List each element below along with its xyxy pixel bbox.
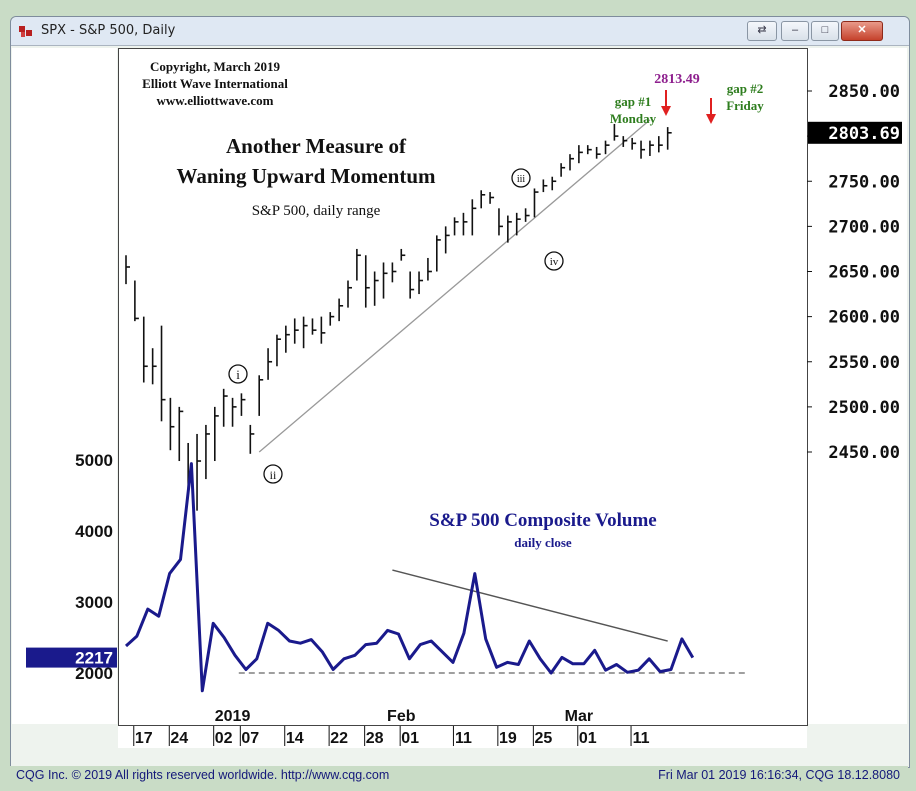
last-volume-box	[26, 647, 117, 668]
date-tick-label: 25	[534, 730, 552, 747]
price-tick-label: 2600.00	[828, 308, 900, 328]
gap1-arrow-icon	[661, 90, 671, 116]
period-label: 2019	[215, 708, 251, 725]
date-axis	[118, 725, 807, 748]
chart-subtitle: S&P 500, daily range	[252, 203, 381, 219]
svg-text:iv: iv	[550, 256, 559, 268]
wave-label-i: i	[228, 364, 248, 384]
date-tick-label: 01	[579, 730, 597, 747]
price-bars	[125, 119, 672, 511]
price-trendline	[258, 119, 651, 453]
date-tick-label: 07	[241, 730, 259, 747]
svg-text:i: i	[236, 367, 240, 382]
price-tick-label: 2550.00	[828, 353, 900, 373]
wave-label-iv: iv	[544, 251, 564, 271]
maximize-button[interactable]: □	[811, 21, 839, 41]
volume-trendline	[392, 569, 668, 642]
volume-tick-label: 5000	[75, 451, 113, 470]
close-button[interactable]: ✕	[841, 21, 883, 41]
price-axis	[807, 48, 907, 724]
headline-line-2: Waning Upward Momentum	[176, 164, 436, 188]
wave-label-iii: iii	[511, 168, 531, 188]
date-tick-label: 01	[401, 730, 419, 747]
price-tick-label: 2750.00	[828, 172, 900, 192]
last-price-box	[808, 121, 902, 144]
volume-tick-label: 2000	[75, 664, 113, 683]
volume-title: S&P 500 Composite Volume	[429, 510, 657, 531]
date-tick-label: 19	[499, 730, 517, 747]
price-tick-label: 2700.00	[828, 217, 900, 237]
volume-tick-label: 4000	[75, 522, 113, 541]
copyright-line-2: Elliott Wave International	[142, 76, 288, 91]
date-tick-label: 11	[633, 730, 650, 747]
date-tick-label: 24	[170, 730, 188, 747]
status-copyright: CQG Inc. © 2019 All rights reserved worl…	[16, 768, 390, 782]
gap1-label-line-1: gap #1	[615, 94, 651, 109]
wave-label-ii: ii	[263, 464, 283, 484]
last-volume-label: 2217	[75, 649, 113, 668]
price-tick-label: 2850.00	[828, 82, 900, 102]
period-label: Feb	[387, 708, 416, 725]
price-tick-label: 2500.00	[828, 398, 900, 418]
status-bar: CQG Inc. © 2019 All rights reserved worl…	[10, 766, 908, 786]
link-button[interactable]: ⇄	[747, 21, 777, 41]
date-tick-label: 14	[286, 730, 304, 747]
gap2-arrow-icon	[706, 98, 716, 124]
price-tick-label: 2450.00	[828, 443, 900, 463]
date-tick-label: 28	[366, 730, 384, 747]
copyright-line-3: www.elliottwave.com	[157, 93, 274, 108]
minimize-button[interactable]: –	[781, 21, 809, 41]
axis-labels: 2850.002800.002750.002700.002650.002600.…	[26, 82, 902, 747]
price-tick-label: 2650.00	[828, 263, 900, 283]
date-tick-label: 17	[135, 730, 153, 747]
svg-text:ii: ii	[270, 468, 277, 482]
gap2-label-line-1: gap #2	[727, 81, 763, 96]
volume-series-line	[124, 462, 695, 693]
date-tick-label: 11	[455, 730, 472, 747]
volume-subtitle: daily close	[514, 535, 572, 550]
status-timestamp: Fri Mar 01 2019 16:16:34, CQG 18.12.8080	[658, 768, 900, 782]
last-price-label: 2803.69	[828, 124, 900, 144]
gap1-label-line-2: Monday	[610, 111, 657, 126]
svg-text:iii: iii	[517, 174, 526, 185]
title-bar[interactable]: SPX - S&P 500, Daily ⇄ – □ ✕	[11, 17, 909, 46]
period-label: Mar	[565, 708, 593, 725]
plot-area[interactable]	[118, 48, 808, 726]
volume-axis	[12, 48, 117, 724]
copyright-line-1: Copyright, March 2019	[150, 59, 281, 74]
volume-line	[124, 462, 748, 693]
gap2-label-line-2: Friday	[726, 98, 764, 113]
volume-tick-label: 3000	[75, 593, 113, 612]
peak-value-label: 2813.49	[654, 72, 700, 87]
date-tick-label: 22	[330, 730, 348, 747]
window-title: SPX - S&P 500, Daily	[41, 23, 176, 38]
app-icon	[19, 26, 32, 37]
date-tick-label: 02	[215, 730, 233, 747]
headline-line-1: Another Measure of	[226, 134, 407, 158]
